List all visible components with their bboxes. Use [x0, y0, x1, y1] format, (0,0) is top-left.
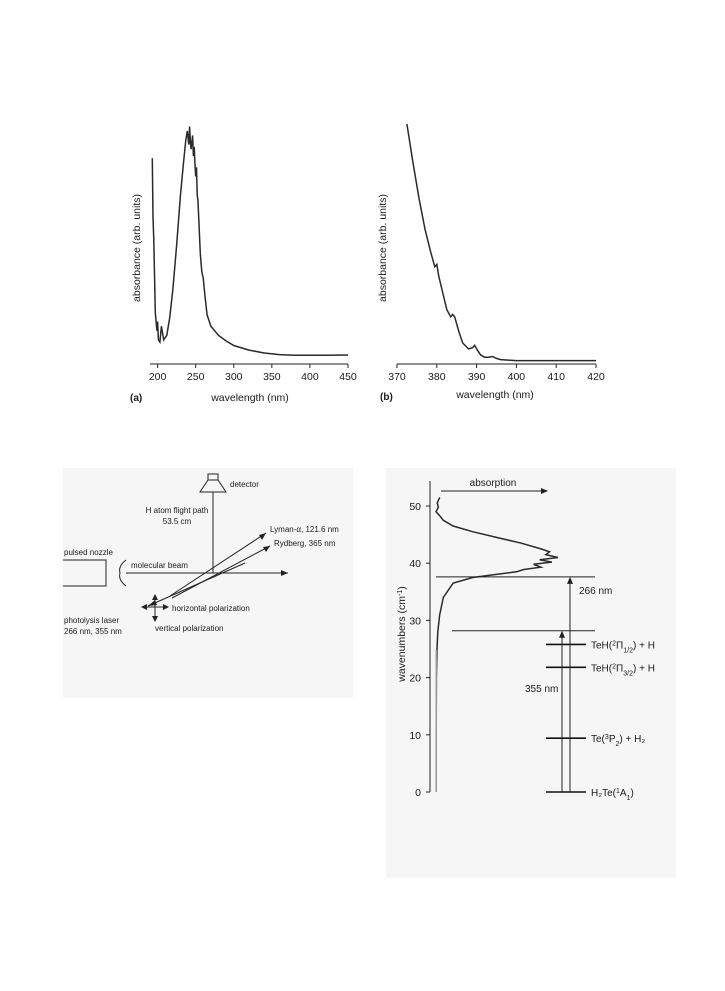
photolysis-laser-label-2: 266 nm, 355 nm [64, 627, 122, 636]
rydberg-beam [171, 545, 271, 599]
energy-level-label: Te(3P2) + H₂ [591, 734, 645, 748]
absorption-arrow-icon [541, 488, 548, 494]
skimmer-icon [119, 559, 127, 587]
energy-level-label: TeH(2Π1/2) + H [591, 640, 655, 654]
energy-tick-label: 50 [409, 501, 421, 513]
energy-level-label: H₂Te(1A1) [591, 788, 634, 802]
energy-tick-label: 20 [409, 673, 421, 685]
energy-tick-label: 40 [409, 558, 421, 570]
energy-y-label: wavenumbers (cm-1) [396, 586, 408, 683]
pulsed-nozzle-icon [63, 559, 107, 587]
energy-level-label: TeH(2Π3/2) + H [591, 663, 655, 677]
lyman-alpha-arrow-icon [259, 533, 266, 540]
energy-tick-label: 30 [409, 615, 421, 627]
molecular-beam-arrow-icon [281, 570, 288, 576]
arrow-355-icon [559, 630, 565, 638]
absorption-spectrum-line [435, 497, 559, 792]
molecular-beam-label: molecular beam [131, 561, 188, 570]
rydberg-arrow-icon [263, 546, 270, 552]
arrow-266-label: 266 nm [579, 586, 612, 597]
pulsed-nozzle-label: pulsed nozzle [64, 548, 113, 557]
lyman-alpha-beam [169, 532, 267, 597]
energy-tick-label: 0 [415, 787, 421, 799]
energy-background [386, 468, 676, 878]
detector-icon [199, 473, 227, 493]
arrow-355-label: 355 nm [525, 684, 558, 695]
horizontal-polarization-label: horizontal polarization [172, 604, 250, 613]
absorption-label: absorption [470, 478, 517, 489]
photolysis-beam [147, 562, 246, 607]
flight-path-label-2: 53.5 cm [163, 517, 192, 526]
rydberg-label: Rydberg, 365 nm [274, 539, 336, 548]
arrow-266-icon [567, 576, 573, 584]
apparatus-background [63, 468, 353, 698]
flight-path-label-1: H atom flight path [146, 506, 209, 515]
lyman-alpha-label: Lyman-α, 121.6 nm [270, 525, 339, 534]
energy-tick-label: 10 [409, 730, 421, 742]
photolysis-laser-label-1: photolysis laser [64, 616, 119, 625]
detector-label: detector [230, 480, 259, 489]
vertical-polarization-label: vertical polarization [155, 624, 223, 633]
polarization-arrows-icon [141, 594, 169, 622]
